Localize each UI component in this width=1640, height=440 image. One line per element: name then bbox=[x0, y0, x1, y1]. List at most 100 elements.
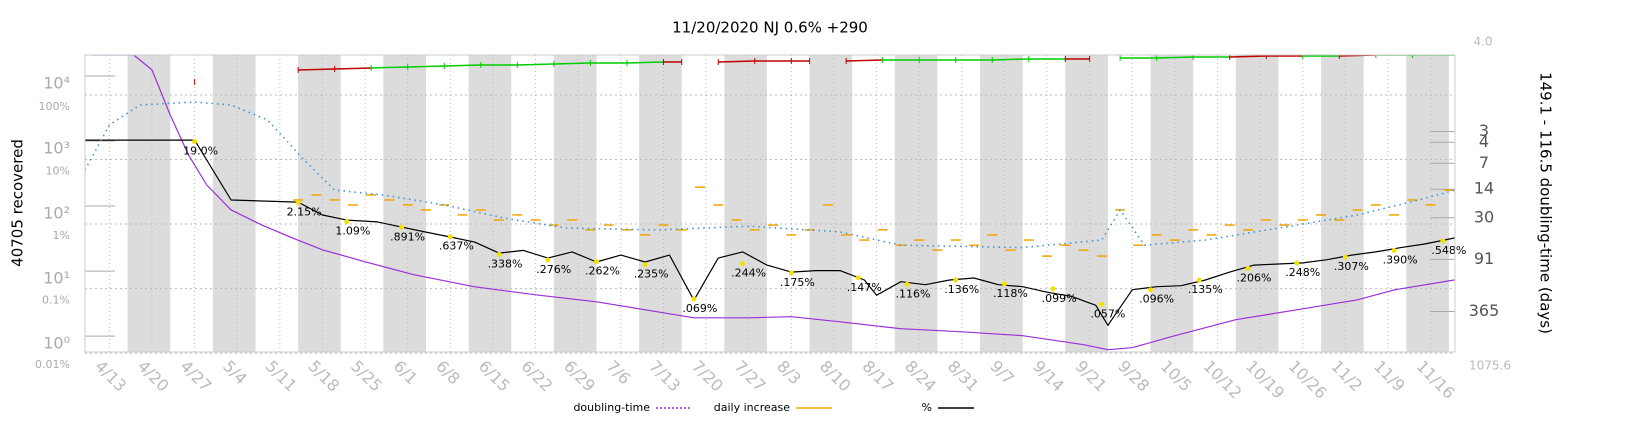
x-tick-label: 10/12 bbox=[1200, 357, 1246, 403]
annotation-dot bbox=[642, 262, 648, 268]
annotation-label: 1.09% bbox=[335, 225, 370, 238]
series-line bbox=[91, 55, 1455, 351]
annotation-dot bbox=[344, 219, 350, 225]
x-tick-label: 5/25 bbox=[347, 357, 386, 396]
annotation-dot bbox=[740, 261, 746, 267]
annotation-dot bbox=[691, 296, 697, 302]
x-tick-label: 5/18 bbox=[304, 357, 343, 396]
weekend-band bbox=[553, 55, 597, 352]
recovered-segment bbox=[407, 65, 445, 68]
annotation-label: 2.15% bbox=[287, 206, 322, 219]
legend-label: % bbox=[922, 401, 932, 414]
recovered-segment bbox=[718, 60, 755, 63]
annotation-dot bbox=[1099, 301, 1105, 307]
annotation-label: .136% bbox=[944, 283, 979, 296]
annotation-dot bbox=[953, 277, 959, 283]
annotation-label: .235% bbox=[634, 268, 669, 281]
x-tick-label: 6/8 bbox=[432, 357, 464, 389]
annotation-dot bbox=[447, 234, 453, 240]
y-tick-label: 10⁰ bbox=[43, 334, 70, 353]
x-tick-label: 8/3 bbox=[773, 357, 805, 389]
y2-tick-label: 14 bbox=[1474, 179, 1494, 198]
weekend-band bbox=[639, 55, 682, 352]
weekend-band bbox=[127, 55, 171, 352]
annotation-dot bbox=[1245, 265, 1251, 271]
weekend-band bbox=[298, 55, 341, 352]
annotation-label: .118% bbox=[993, 287, 1028, 300]
x-tick-label: 4/13 bbox=[91, 357, 130, 396]
chart-title: 11/20/2020 NJ 0.6% +290 bbox=[672, 19, 868, 37]
annotation-label: .390% bbox=[1383, 253, 1418, 266]
recovered-segment bbox=[626, 61, 664, 64]
x-tick-label: 8/31 bbox=[944, 357, 983, 396]
annotation-label: .116% bbox=[896, 287, 931, 300]
annotation-dot bbox=[1342, 254, 1348, 260]
weekend-band bbox=[809, 55, 853, 352]
series-line bbox=[85, 101, 1455, 249]
x-tick-label: 7/13 bbox=[645, 357, 684, 396]
annotation-dot bbox=[1196, 277, 1202, 283]
x-tick-label: 6/29 bbox=[560, 357, 599, 396]
x-tick-label: 8/24 bbox=[901, 357, 940, 396]
x-tick-label: 10/5 bbox=[1157, 357, 1196, 396]
y2-tick-label: 3 bbox=[1479, 121, 1489, 140]
annotation-label: .206% bbox=[1237, 271, 1272, 284]
y2-bottom-label: 1075.6 bbox=[1469, 359, 1511, 373]
annotation-label: .548% bbox=[1431, 244, 1466, 257]
weekend-bands bbox=[127, 55, 1449, 352]
annotation-label: .276% bbox=[536, 263, 571, 276]
annotation-label: .262% bbox=[585, 265, 620, 278]
annotation-dot bbox=[904, 281, 910, 287]
x-tick-label: 4/27 bbox=[177, 357, 216, 396]
annotation-dot bbox=[545, 257, 551, 263]
x-tick-label: 8/10 bbox=[816, 357, 855, 396]
x-tick-label: 10/26 bbox=[1285, 357, 1331, 403]
x-tick-label: 7/6 bbox=[603, 357, 635, 389]
annotation-dot bbox=[496, 251, 502, 257]
y2-tick-label: 4 bbox=[1479, 132, 1489, 151]
annotation-label: .057% bbox=[1090, 307, 1125, 320]
annotation-dot bbox=[1148, 287, 1154, 293]
weekend-band bbox=[212, 55, 256, 352]
y-tick-label: 10³ bbox=[43, 138, 70, 157]
annotation-label: .637% bbox=[439, 240, 474, 253]
recovered-segment bbox=[992, 58, 1029, 61]
y-tick-label: 10¹ bbox=[43, 269, 70, 288]
annotation-dot bbox=[295, 200, 301, 206]
annotation-dot bbox=[1440, 238, 1446, 244]
weekend-band bbox=[1235, 55, 1279, 352]
annotation-dot bbox=[1391, 247, 1397, 253]
x-tick-label: 11/2 bbox=[1327, 357, 1366, 396]
recovered-segment bbox=[334, 67, 372, 70]
x-tick-label: 5/11 bbox=[262, 357, 301, 396]
x-tick-label: 9/21 bbox=[1072, 357, 1111, 396]
x-tick-label: 7/20 bbox=[688, 357, 727, 396]
x-tick-label: 6/15 bbox=[475, 357, 514, 396]
x-tick-label: 8/17 bbox=[859, 357, 898, 396]
weekend-band bbox=[468, 55, 512, 352]
pct-tick-label: 1% bbox=[53, 229, 70, 242]
series-line bbox=[85, 139, 1455, 326]
annotation-label: .096% bbox=[1139, 293, 1174, 306]
series-layer bbox=[85, 55, 1455, 351]
legend-label: daily increase bbox=[714, 401, 790, 414]
pct-tick-label: 10% bbox=[46, 165, 70, 178]
weekend-band bbox=[980, 55, 1023, 352]
annotation-dot bbox=[399, 224, 405, 230]
pct-tick-label: 0.01% bbox=[35, 358, 70, 371]
annotation-dot bbox=[1001, 281, 1007, 287]
y2-tick-label: 30 bbox=[1474, 207, 1494, 226]
y2-tick-label: 365 bbox=[1469, 301, 1500, 320]
weekend-band bbox=[1321, 55, 1364, 352]
y2-top-label: 4.0 bbox=[1473, 35, 1492, 49]
recovered-segment bbox=[371, 66, 408, 69]
y-tick-label: 10² bbox=[43, 204, 70, 223]
annotation-label: .338% bbox=[488, 257, 523, 270]
annotation-label: .307% bbox=[1334, 260, 1369, 273]
x-tick-label: 6/1 bbox=[390, 357, 422, 389]
recovered-segment bbox=[846, 59, 883, 62]
recovered-segment bbox=[444, 64, 481, 67]
weekend-band bbox=[1406, 55, 1449, 352]
annotation-label: .069% bbox=[682, 302, 717, 315]
annotation-dot bbox=[788, 270, 794, 276]
